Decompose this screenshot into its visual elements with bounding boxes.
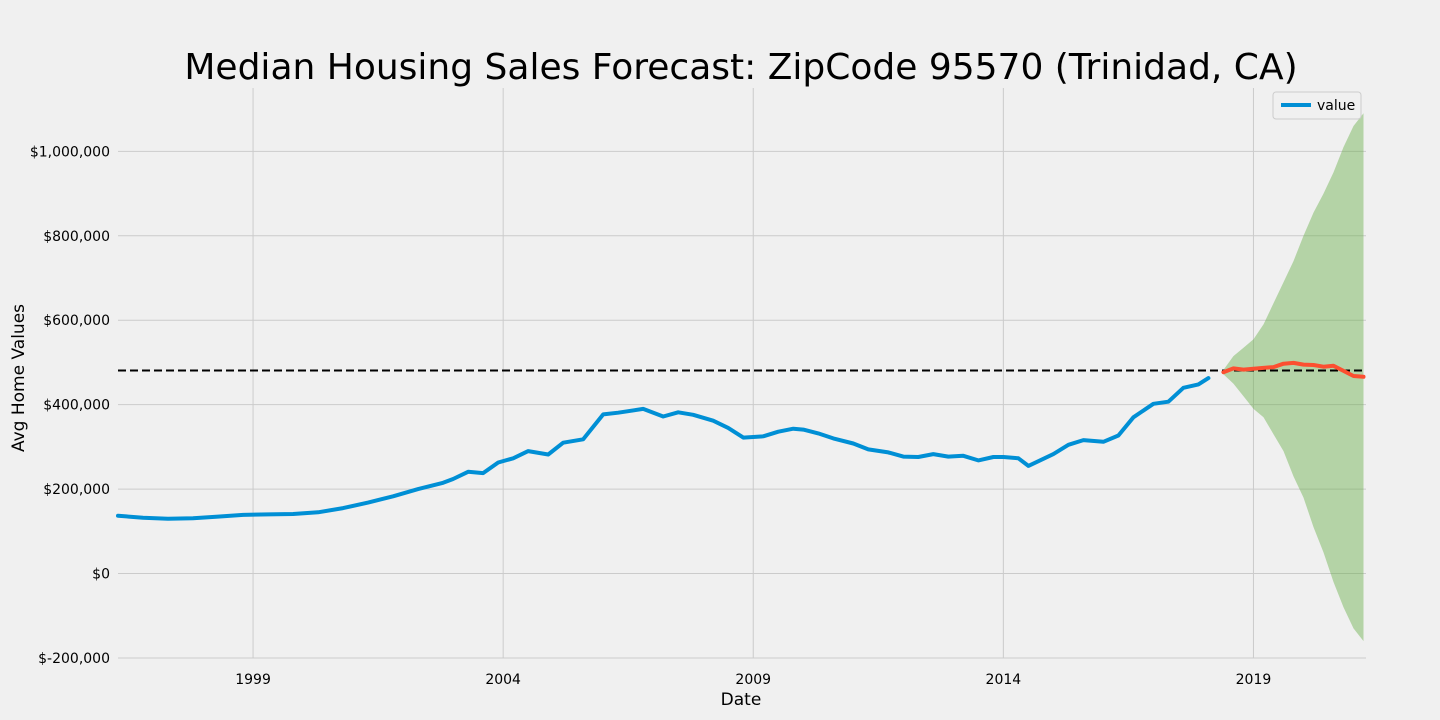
- y-tick-label: $600,000: [43, 313, 110, 329]
- x-tick-label: 2009: [735, 672, 771, 688]
- legend-label: value: [1317, 98, 1355, 114]
- series-line-value: [116, 376, 1211, 521]
- chart-title: Median Housing Sales Forecast: ZipCode 9…: [184, 47, 1297, 88]
- tick-labels: 1999 2004 2009 2014 2019 $-200,000 $0 $200,000 $…: [30, 144, 1271, 688]
- x-tick-label: 2004: [485, 672, 521, 688]
- y-axis-label: Avg Home Values: [9, 304, 29, 452]
- y-tick-label: $800,000: [43, 229, 110, 245]
- legend: value: [1272, 91, 1362, 120]
- y-tick-label: $1,000,000: [30, 144, 110, 160]
- x-tick-label: 1999: [235, 672, 271, 688]
- y-tick-label: $400,000: [43, 398, 110, 414]
- legend-box: [1272, 91, 1362, 120]
- x-axis-label: Date: [721, 690, 762, 710]
- x-tick-label: 2019: [1236, 672, 1272, 688]
- series-line-forecast: [1221, 360, 1366, 379]
- series-layer: [116, 360, 1366, 521]
- y-tick-label: $200,000: [43, 482, 110, 498]
- confidence-band: [1223, 113, 1364, 642]
- confidence-band-layer: [1223, 113, 1364, 642]
- y-tick-label: $0: [92, 567, 110, 583]
- y-tick-label: $-200,000: [38, 651, 110, 667]
- x-tick-label: 2014: [986, 672, 1022, 688]
